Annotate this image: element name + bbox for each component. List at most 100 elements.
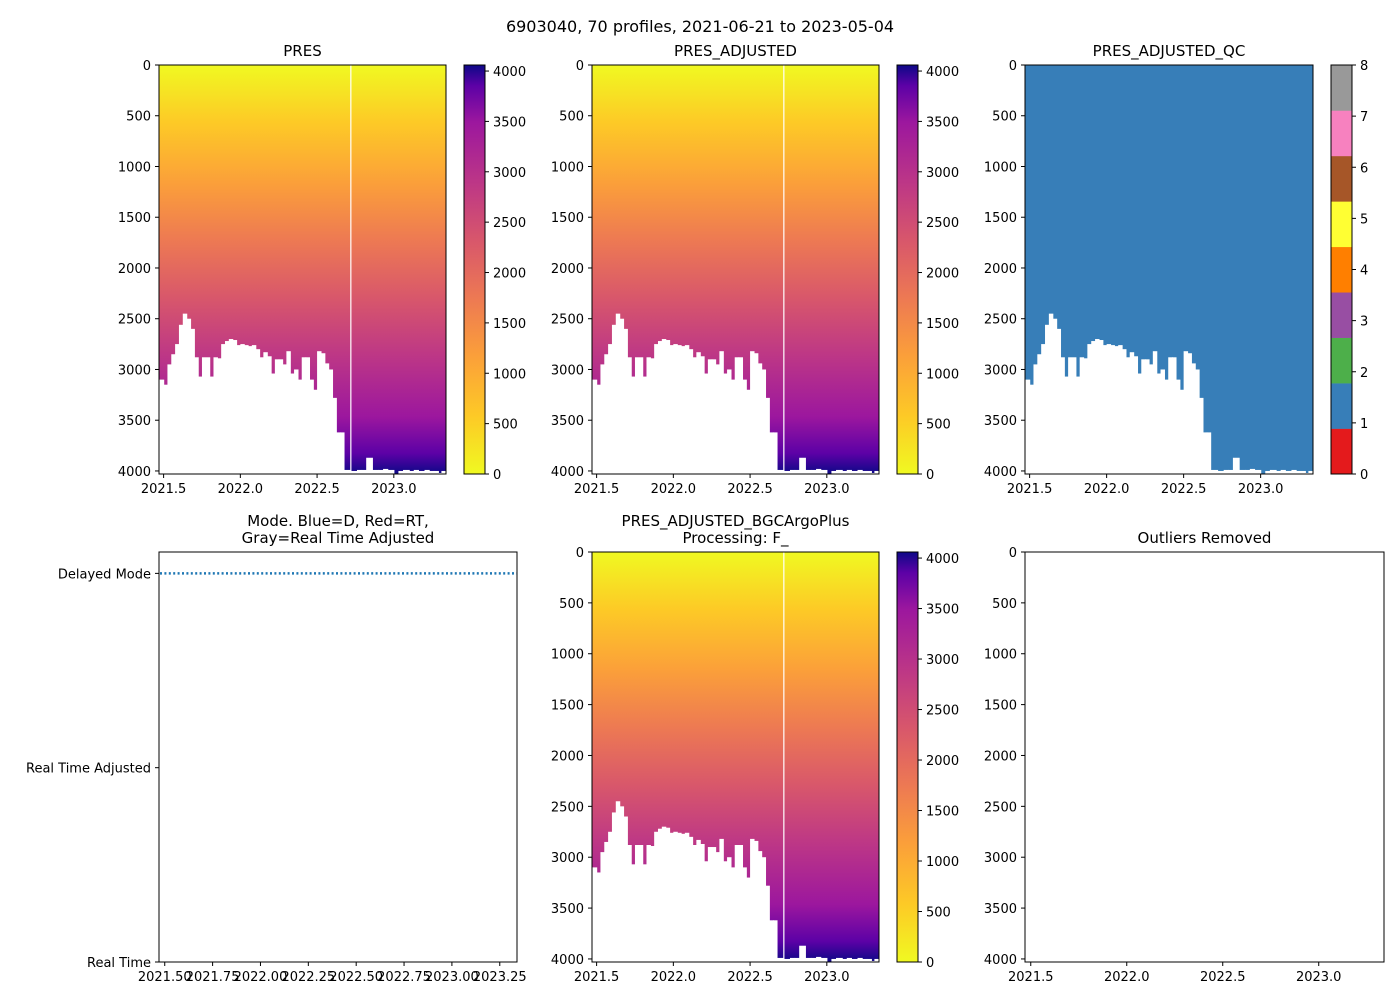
x-tick-label: 2021.5 [574, 482, 620, 497]
profile-mask [688, 349, 694, 474]
profile-mask [857, 469, 863, 474]
colorbar-tick-label: 500 [926, 418, 951, 433]
profile-mask [343, 469, 352, 474]
colorbar-tick-label: 500 [493, 418, 518, 433]
profile-mask [366, 457, 373, 474]
profile-mask [746, 877, 751, 962]
profile-mask [757, 851, 763, 962]
colorbar-tick-label: 1500 [926, 805, 959, 820]
profile-mask [1083, 358, 1088, 474]
profile-mask [874, 958, 880, 962]
profile-mask [1269, 469, 1277, 474]
colorbar-tick-label: 3500 [493, 115, 526, 130]
profile-mask [842, 470, 848, 474]
x-tick-label: 2021.5 [1007, 482, 1053, 497]
profile-mask [1195, 369, 1200, 474]
profile-mask [684, 832, 690, 962]
profile-mask [836, 957, 843, 962]
x-tick-label: 2022.0 [1104, 970, 1150, 985]
colorbar-segment [1331, 337, 1352, 384]
profile-mask [761, 857, 767, 962]
profile-mask [1060, 357, 1065, 474]
profile-mask [429, 470, 435, 474]
profile-mask [783, 958, 791, 962]
profile-mask [1285, 470, 1293, 474]
x-tick-label: 2022.0 [651, 482, 697, 497]
profile-mask [1179, 389, 1185, 474]
colorbar-tick-label: 1000 [493, 367, 526, 382]
profile-mask [862, 470, 868, 474]
colorbar-tick-label: 4000 [926, 552, 959, 567]
profile-mask [1305, 472, 1309, 474]
y-tick-label: 3500 [551, 902, 584, 917]
profile-mask [1095, 339, 1100, 474]
profile-mask [631, 864, 636, 962]
plot-title: PRES [283, 42, 321, 60]
plot-title: PRES_ADJUSTED_QC [1093, 42, 1246, 61]
profile-mask [627, 845, 632, 962]
profile-mask [186, 318, 192, 474]
axes-frame [1024, 64, 1314, 475]
profile-mask [657, 341, 663, 474]
profile-mask [263, 352, 268, 474]
profile-mask [646, 845, 651, 962]
profile-mask [1232, 457, 1240, 474]
y-tick-label: 4000 [551, 953, 584, 968]
colorbar-gradient [897, 552, 918, 962]
profile-mask [1098, 340, 1104, 474]
profile-mask [623, 328, 628, 474]
plot-title: PRES_ADJUSTED_BGCArgoPlus [622, 512, 850, 531]
profile-mask [805, 469, 813, 474]
y-tick-label: 1000 [551, 160, 584, 175]
profile-mask [1300, 470, 1306, 474]
profile-mask [596, 384, 602, 474]
subplot-pres-adjusted-qc: PRES_ADJUSTED_QC 2021.5 2022.0 2022.5 2023.0… [984, 42, 1368, 497]
profile-mask [769, 920, 774, 962]
profile-mask [438, 472, 442, 474]
profile-mask [619, 806, 625, 962]
profile-mask [753, 353, 759, 474]
profile-mask [228, 339, 234, 474]
profile-mask [1254, 469, 1262, 474]
profile-mask [711, 359, 717, 474]
profile-mask [592, 867, 598, 962]
y-tick-label: 3500 [551, 414, 584, 429]
profile-mask [209, 376, 215, 474]
profile-mask [244, 345, 249, 474]
profile-mask [750, 838, 755, 962]
profile-mask [681, 833, 686, 962]
profile-mask [851, 470, 859, 474]
x-tick-label: 2022.5 [727, 970, 773, 985]
profile-mask [1187, 353, 1192, 474]
y-tick-label: Real Time Adjusted [26, 762, 151, 777]
x-tick-label: 2022.25 [281, 970, 335, 985]
colorbar-tick-label: 1500 [493, 317, 526, 332]
colorbar-tick-label: 4000 [493, 65, 526, 80]
profile-mask [820, 957, 828, 962]
x-tick-label: 2022.00 [234, 970, 288, 985]
profile-mask [1125, 357, 1131, 474]
plot-subtitle: Processing: F_ [682, 529, 789, 548]
subplot-pres-adjusted: PRES_ADJUSTED 2021.5 2022.0 2022.5 2023.0 0 50… [551, 42, 959, 497]
profile-mask [773, 432, 778, 474]
profile-mask [294, 369, 299, 474]
profile-mask [1308, 470, 1314, 474]
colorbar-tick-label: 3000 [926, 653, 959, 668]
plot-title: PRES_ADJUSTED [674, 42, 797, 61]
profile-mask [727, 369, 732, 474]
profile-mask [175, 344, 180, 474]
profile-mask [857, 957, 863, 962]
profile-mask [669, 832, 674, 962]
y-tick-label: 1000 [984, 648, 1017, 663]
colorbar-tick-label: 4000 [926, 65, 959, 80]
x-tick-label: 2022.0 [651, 970, 697, 985]
profile-mask [742, 867, 747, 962]
y-tick-label: 2500 [551, 800, 584, 815]
colorbar-tick-label: 0 [1360, 468, 1368, 483]
profile-mask [719, 838, 724, 962]
x-tick-label: 2021.75 [186, 970, 240, 985]
profile-mask [776, 957, 785, 962]
profile-mask [1091, 341, 1096, 474]
profile-mask [271, 373, 276, 474]
profile-mask [372, 469, 380, 474]
